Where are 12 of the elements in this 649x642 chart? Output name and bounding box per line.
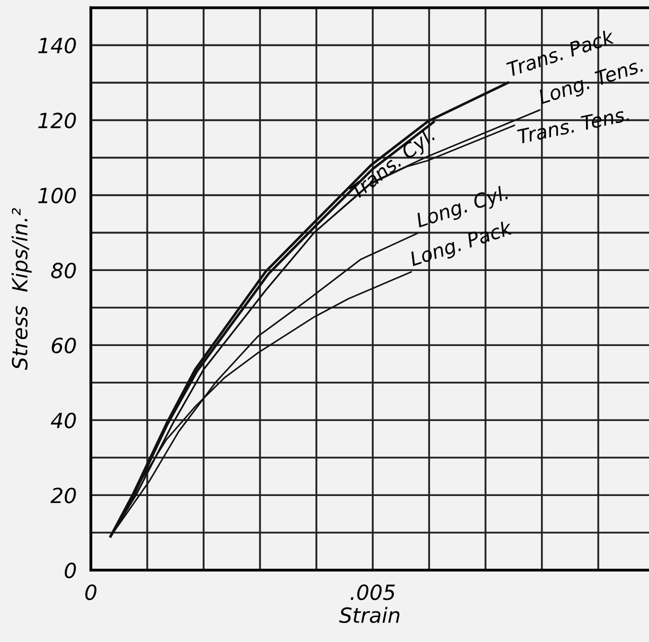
y-tick-label: 20 (50, 488, 76, 504)
y-tick-label: 140 (38, 38, 76, 54)
y-tick-label: 60 (52, 338, 76, 354)
x-tick-label: .005 (350, 584, 395, 600)
x-axis-title: Strain (339, 606, 400, 624)
y-tick-label: 80 (51, 262, 76, 278)
y-axis-title: Stress Kips/in.² (11, 208, 32, 370)
y-tick-label: 100 (38, 188, 76, 204)
y-tick-label: 120 (38, 112, 76, 128)
y-tick-label: 40 (50, 412, 76, 428)
text: Trans. Tens. (516, 106, 630, 144)
y-tick-label: 0 (64, 562, 76, 578)
